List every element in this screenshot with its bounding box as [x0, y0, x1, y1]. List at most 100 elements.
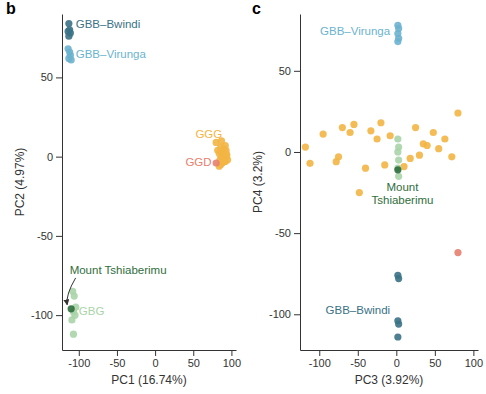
tick-label: -100 [269, 308, 291, 320]
series-label: GBB–Virunga [76, 48, 147, 60]
tick-label: -50 [109, 357, 125, 369]
tick-label: 50 [188, 357, 200, 369]
tick-mark [56, 157, 62, 158]
point [373, 135, 380, 142]
tick: -50 [350, 350, 366, 369]
tick-label: 50 [429, 357, 441, 369]
tick: -50 [109, 350, 125, 369]
series [394, 166, 401, 173]
tick: -50 [275, 227, 300, 239]
point [454, 249, 461, 256]
point [222, 150, 229, 157]
points [302, 22, 462, 341]
point [68, 305, 75, 312]
tick-label: 100 [223, 357, 241, 369]
tick: -100 [269, 308, 300, 320]
axis-line [301, 350, 479, 351]
y-axis-title: PC2 (4.97%) [13, 148, 27, 217]
tick: 100 [223, 350, 241, 369]
axis-line [300, 15, 301, 351]
tick-label: -100 [68, 357, 90, 369]
point [306, 160, 313, 167]
tick: 0 [153, 350, 159, 369]
point [395, 275, 402, 282]
tick-label: 50 [279, 65, 291, 77]
series [394, 135, 402, 180]
series [394, 272, 402, 341]
point [395, 156, 402, 163]
point [387, 132, 394, 139]
point [377, 119, 384, 126]
tick: 50 [279, 65, 300, 77]
tick-label: -50 [350, 357, 366, 369]
series-label: GBG [79, 305, 105, 317]
point [320, 131, 327, 138]
panel: c-100-50050100-100-50050PC3 (3.92%)PC4 (… [251, 0, 483, 387]
point [394, 38, 401, 45]
figure: b-100-50050100-100-50050PC1 (16.74%)PC2 … [0, 0, 486, 394]
tick-mark [358, 350, 359, 356]
point [454, 109, 461, 116]
tick: -100 [309, 350, 331, 369]
point [400, 163, 407, 170]
tick-mark [155, 350, 156, 356]
point [213, 159, 220, 166]
x-axis-title: PC3 (3.92%) [355, 373, 424, 387]
tick: -100 [68, 350, 90, 369]
tick-label: -50 [37, 230, 53, 242]
tick-label: 50 [41, 71, 53, 83]
tick-mark [56, 77, 62, 78]
tick-label: 0 [153, 357, 159, 369]
x-axis-title: PC1 (16.74%) [111, 373, 186, 387]
point [395, 320, 402, 327]
tick-label: 0 [47, 151, 53, 163]
tick: 50 [188, 350, 200, 369]
series-label: GBB–Virunga [320, 25, 391, 37]
point [412, 124, 419, 131]
tick-label: -100 [31, 309, 53, 321]
series-label: GGG [195, 128, 222, 140]
tick-mark [56, 315, 62, 316]
series-label: GGD [185, 156, 211, 168]
point [441, 135, 448, 142]
point [394, 333, 401, 340]
series-label: GBB–Bwindi [326, 304, 391, 316]
tick-mark [294, 314, 300, 315]
point [367, 127, 374, 134]
tick-label: 0 [285, 146, 291, 158]
tick: -50 [37, 230, 62, 242]
series [213, 137, 232, 170]
point [394, 148, 401, 155]
axis-line [62, 15, 63, 351]
tick-mark [193, 350, 194, 356]
point [430, 129, 437, 136]
y-axis: -100 -50 0 50 [31, 15, 63, 351]
tick-label: -50 [275, 227, 291, 239]
series [65, 45, 75, 63]
axis-line [63, 350, 237, 351]
point [335, 153, 342, 160]
y-axis: -100 -50 0 50 [269, 15, 301, 351]
series [65, 20, 74, 40]
tick: 0 [285, 146, 300, 158]
tick-label: 100 [465, 357, 483, 369]
point [424, 142, 431, 149]
point [394, 166, 401, 173]
point [71, 293, 78, 300]
point [70, 331, 77, 338]
point [220, 158, 227, 165]
tick-mark [396, 350, 397, 356]
points [65, 20, 232, 338]
point [68, 316, 75, 323]
point [65, 20, 72, 27]
point [350, 121, 357, 128]
panel-letter: b [6, 0, 16, 17]
point [65, 33, 72, 40]
series [454, 249, 461, 256]
tick-mark [319, 350, 320, 356]
panel-letter: c [252, 0, 261, 17]
series [394, 22, 402, 45]
point [448, 153, 455, 160]
panel: b-100-50050100-100-50050PC1 (16.74%)PC2 … [6, 0, 241, 387]
point [356, 189, 363, 196]
